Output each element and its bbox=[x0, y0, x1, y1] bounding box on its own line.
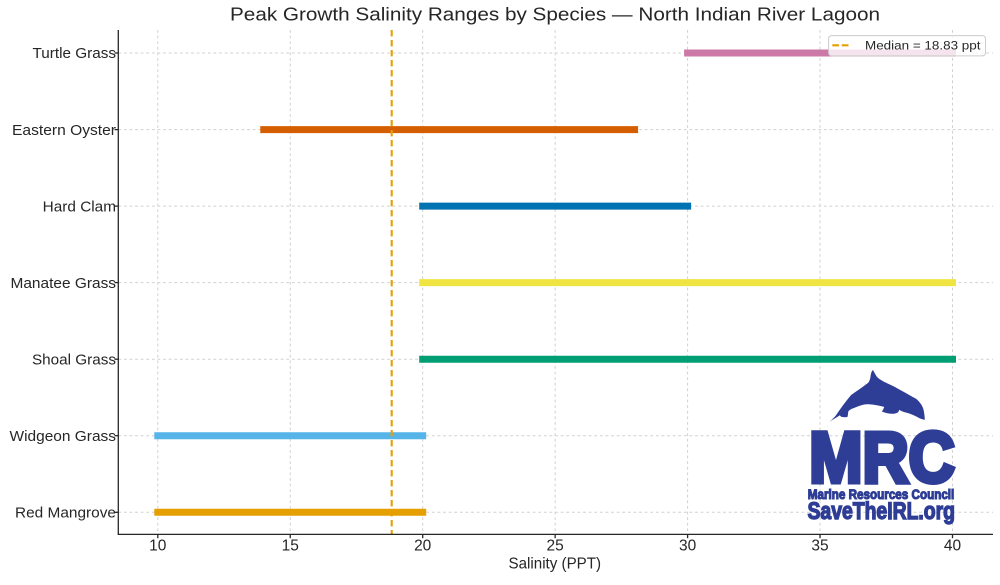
svg-text:Marine Resources Council: Marine Resources Council bbox=[808, 487, 955, 502]
svg-text:20: 20 bbox=[414, 538, 432, 555]
svg-text:Manatee Grass: Manatee Grass bbox=[11, 275, 117, 292]
svg-text:SaveTheIRL.org: SaveTheIRL.org bbox=[808, 498, 956, 525]
svg-text:Hard Clam: Hard Clam bbox=[43, 198, 116, 215]
svg-text:Shoal Grass: Shoal Grass bbox=[32, 351, 116, 368]
svg-text:15: 15 bbox=[282, 538, 299, 555]
svg-text:Widgeon Grass: Widgeon Grass bbox=[10, 428, 116, 445]
svg-text:Red Mangrove: Red Mangrove bbox=[15, 505, 116, 522]
svg-text:Turtle Grass: Turtle Grass bbox=[33, 45, 117, 62]
svg-text:Salinity (PPT): Salinity (PPT) bbox=[509, 555, 602, 572]
svg-text:Peak Growth Salinity Ranges by: Peak Growth Salinity Ranges by Species —… bbox=[230, 5, 880, 25]
svg-text:40: 40 bbox=[944, 538, 962, 555]
svg-text:Eastern Oyster: Eastern Oyster bbox=[12, 122, 116, 139]
svg-text:30: 30 bbox=[679, 538, 697, 555]
svg-text:Median = 18.83 ppt: Median = 18.83 ppt bbox=[865, 39, 981, 53]
svg-text:25: 25 bbox=[547, 538, 564, 555]
svg-text:35: 35 bbox=[811, 538, 828, 555]
svg-text:MRC: MRC bbox=[809, 418, 955, 498]
svg-text:10: 10 bbox=[149, 538, 167, 555]
